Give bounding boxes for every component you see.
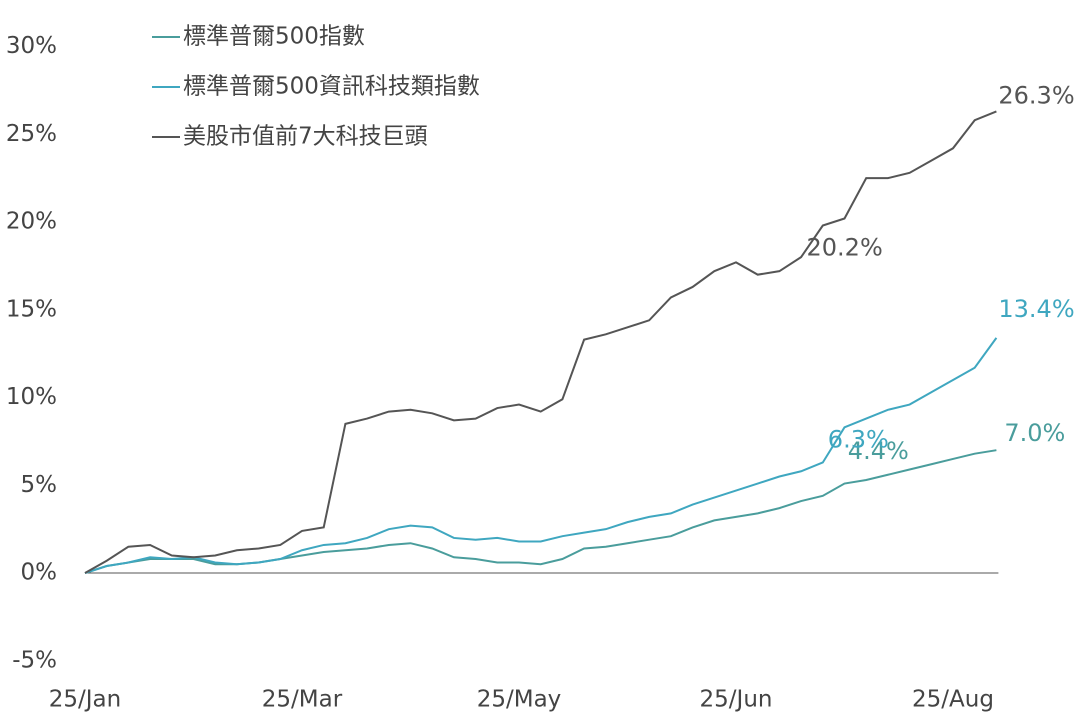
value-label: 6.3% bbox=[828, 425, 889, 453]
y-tick-label: -5% bbox=[12, 647, 57, 673]
x-tick-label: 25/Mar bbox=[262, 687, 343, 713]
y-tick-label: 30% bbox=[6, 33, 57, 59]
legend-label: 標準普爾500指數 bbox=[183, 24, 365, 50]
y-tick-label: 25% bbox=[6, 121, 57, 147]
y-tick-label: 5% bbox=[21, 472, 58, 498]
legend-label: 美股市值前7大科技巨頭 bbox=[183, 124, 428, 150]
y-tick-label: 0% bbox=[21, 560, 58, 586]
series-line bbox=[84, 337, 998, 574]
legend-label: 標準普爾500資訊科技類指數 bbox=[183, 74, 480, 100]
value-label: 13.4% bbox=[998, 295, 1074, 323]
series-line bbox=[84, 110, 997, 574]
value-label: 7.0% bbox=[1004, 419, 1065, 447]
y-tick-label: 10% bbox=[6, 384, 57, 410]
x-tick-label: 25/Jan bbox=[49, 687, 121, 713]
y-tick-label: 15% bbox=[6, 296, 57, 322]
value-label: 26.3% bbox=[998, 81, 1074, 109]
x-tick-label: 25/Jun bbox=[700, 687, 773, 713]
value-label: 4.4% bbox=[848, 437, 909, 465]
value-label: 20.2% bbox=[807, 234, 883, 262]
y-tick-label: 20% bbox=[6, 209, 57, 235]
x-tick-label: 25/Aug bbox=[912, 687, 994, 713]
x-tick-label: 25/May bbox=[477, 687, 562, 713]
